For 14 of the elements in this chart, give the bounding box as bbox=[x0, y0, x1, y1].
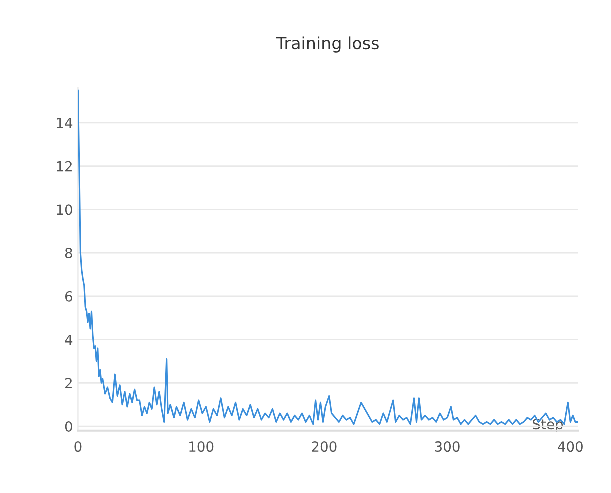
chart-title: Training loss bbox=[276, 36, 379, 53]
y-tick-label: 10 bbox=[57, 204, 72, 216]
y-tick-label: 2 bbox=[66, 378, 72, 388]
y-tick-label: 8 bbox=[65, 248, 72, 259]
y-tick-label: 14 bbox=[57, 118, 73, 128]
x-tick-label: 100 bbox=[190, 442, 214, 452]
x-tick-label: 400 bbox=[558, 442, 583, 452]
y-tick-label: 0 bbox=[65, 422, 72, 432]
x-tick-label: 300 bbox=[435, 442, 460, 452]
x-tick-label: 0 bbox=[74, 442, 82, 452]
y-tick-label: 6 bbox=[65, 291, 72, 302]
y-tick-label: 4 bbox=[65, 334, 73, 346]
y-tick-label: 12 bbox=[57, 161, 72, 172]
x-tick-label: 200 bbox=[312, 442, 337, 452]
